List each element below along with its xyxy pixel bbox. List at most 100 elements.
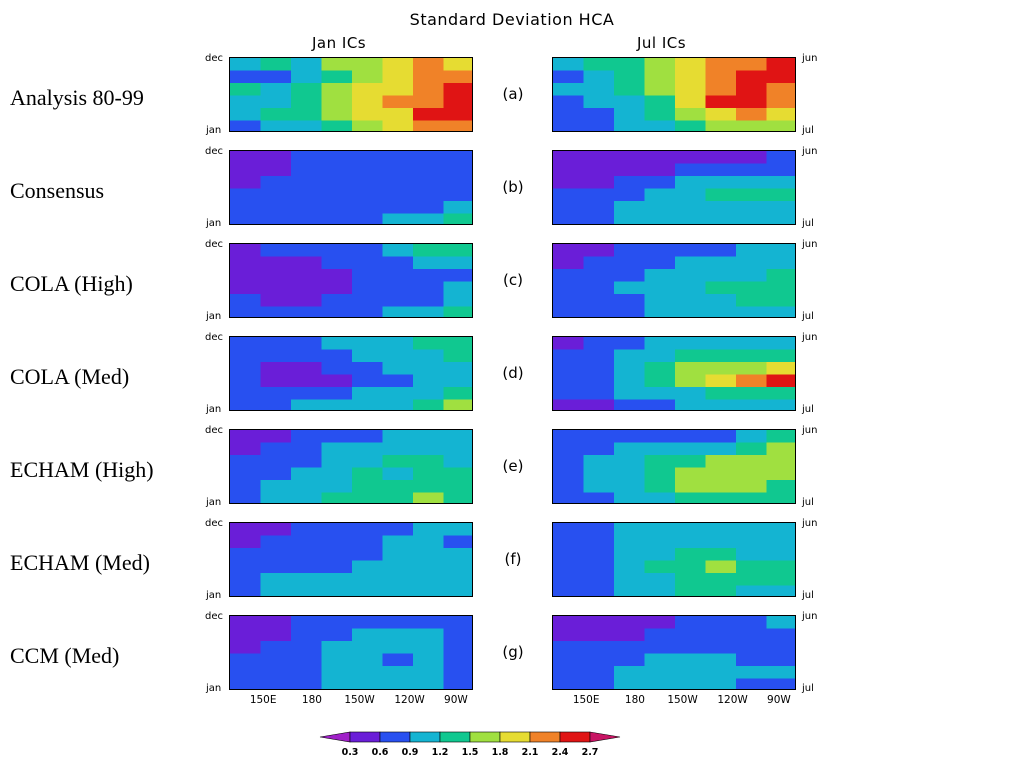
heatmap-cell [736, 306, 768, 317]
heatmap-cell [291, 83, 323, 97]
heatmap-cell [230, 362, 262, 376]
heatmap-cell [583, 294, 615, 308]
heatmap-cell [553, 269, 585, 283]
heatmap-cell [230, 678, 262, 689]
heatmap-cell [675, 548, 707, 562]
heatmap-cell [736, 349, 768, 363]
heatmap-panel-jul [552, 336, 796, 411]
heatmap-cell [583, 362, 615, 376]
heatmap-cell [352, 455, 384, 469]
heatmap-cell [644, 467, 676, 481]
panel-tag: (a) [502, 85, 524, 103]
heatmap-cell [614, 374, 646, 388]
heatmap-cell [614, 616, 646, 630]
heatmap-cell [443, 306, 472, 317]
heatmap-cell [230, 244, 262, 258]
heatmap-cell [382, 430, 414, 444]
heatmap-cell [705, 573, 737, 587]
heatmap-cell [553, 616, 585, 630]
heatmap-cell [766, 58, 795, 72]
heatmap-cell [736, 95, 768, 109]
heatmap-cell [291, 163, 323, 177]
heatmap-cell [230, 281, 262, 295]
heatmap-cell [382, 628, 414, 642]
heatmap-cell [230, 442, 262, 456]
heatmap-cell [260, 176, 292, 190]
heatmap-cell [382, 58, 414, 72]
month-label-top-left: dec [205, 239, 223, 250]
heatmap-cell [321, 616, 353, 630]
heatmap-cell [382, 256, 414, 270]
heatmap-cell [736, 244, 768, 258]
x-tick-label: 180 [624, 694, 645, 706]
heatmap-cell [675, 70, 707, 84]
heatmap-cell [736, 151, 768, 165]
heatmap-cell [675, 151, 707, 165]
heatmap-cell [230, 585, 262, 596]
row-label: Analysis 80-99 [10, 85, 144, 110]
heatmap-cell [321, 58, 353, 72]
heatmap-cell [614, 349, 646, 363]
heatmap-cell [230, 201, 262, 215]
heatmap-cell [291, 480, 323, 494]
heatmap-cell [352, 95, 384, 109]
heatmap-cell [382, 281, 414, 295]
heatmap-cell [553, 666, 585, 680]
heatmap-cell [230, 573, 262, 587]
heatmap-cell [291, 666, 323, 680]
heatmap-cell [705, 151, 737, 165]
heatmap-cell [644, 163, 676, 177]
heatmap-cell [614, 70, 646, 84]
heatmap-cell [352, 387, 384, 401]
heatmap-cell [443, 120, 472, 131]
heatmap-cell [675, 337, 707, 351]
heatmap-cell [675, 188, 707, 202]
heatmap-cell [352, 573, 384, 587]
heatmap-cell [553, 256, 585, 270]
panel-tag: (d) [502, 364, 524, 382]
heatmap-cell [352, 294, 384, 308]
column-title-jan: Jan ICs [312, 34, 367, 52]
heatmap-cell [614, 294, 646, 308]
heatmap-cell [675, 641, 707, 655]
row-label: ECHAM (Med) [10, 550, 150, 575]
heatmap-cell [644, 83, 676, 97]
heatmap-cell [675, 281, 707, 295]
heatmap-cell [291, 188, 323, 202]
heatmap-cell [382, 387, 414, 401]
heatmap-cell [553, 188, 585, 202]
heatmap-cell [230, 176, 262, 190]
heatmap-cell [736, 480, 768, 494]
heatmap-cell [260, 653, 292, 667]
heatmap-panel-jul [552, 243, 796, 318]
heatmap-cell [352, 108, 384, 122]
month-label-top-right: jun [802, 518, 818, 529]
heatmap-cell [291, 281, 323, 295]
heatmap-cell [443, 349, 472, 363]
heatmap-cell [291, 492, 323, 503]
heatmap-cell [413, 442, 445, 456]
heatmap-cell [260, 95, 292, 109]
heatmap-cell [766, 374, 795, 388]
heatmap-cell [260, 281, 292, 295]
heatmap-cell [553, 349, 585, 363]
colorbar-swatch [529, 731, 561, 743]
heatmap-cell [644, 523, 676, 537]
heatmap-cell [736, 163, 768, 177]
heatmap-cell [291, 467, 323, 481]
heatmap-cell [382, 666, 414, 680]
heatmap-cell [382, 95, 414, 109]
heatmap-cell [230, 83, 262, 97]
heatmap-cell [352, 306, 384, 317]
heatmap-cell [382, 269, 414, 283]
heatmap-cell [291, 585, 323, 596]
heatmap-cell [413, 387, 445, 401]
heatmap-cell [675, 560, 707, 574]
heatmap-cell [260, 374, 292, 388]
heatmap-cell [644, 387, 676, 401]
heatmap-cell [766, 560, 795, 574]
heatmap-cell [644, 678, 676, 689]
month-label-bottom-right: jul [802, 404, 814, 415]
heatmap-cell [413, 492, 445, 503]
heatmap-cell [260, 387, 292, 401]
